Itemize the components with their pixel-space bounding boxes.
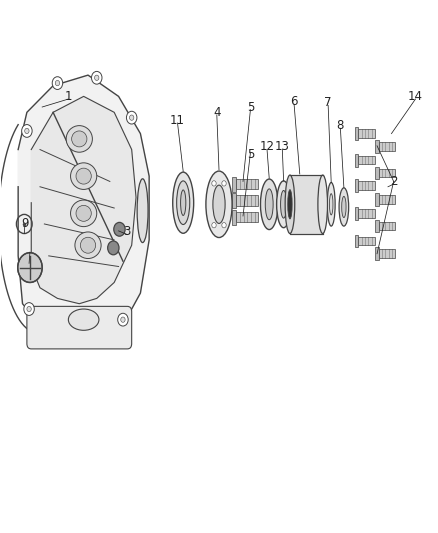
- Ellipse shape: [288, 190, 292, 219]
- Circle shape: [52, 77, 63, 90]
- Ellipse shape: [68, 309, 99, 330]
- Circle shape: [130, 115, 134, 120]
- Circle shape: [24, 303, 34, 316]
- Circle shape: [27, 306, 31, 312]
- FancyBboxPatch shape: [358, 156, 375, 165]
- Text: 10: 10: [21, 260, 36, 273]
- Text: 7: 7: [325, 96, 332, 109]
- FancyBboxPatch shape: [290, 175, 323, 233]
- FancyBboxPatch shape: [375, 247, 379, 260]
- Text: 13: 13: [275, 140, 290, 153]
- Text: 5: 5: [247, 101, 254, 114]
- Text: 8: 8: [337, 119, 344, 132]
- Text: 11: 11: [170, 114, 185, 127]
- Text: 4: 4: [213, 106, 221, 119]
- Ellipse shape: [342, 196, 346, 217]
- FancyBboxPatch shape: [355, 154, 358, 166]
- FancyBboxPatch shape: [379, 142, 396, 151]
- FancyBboxPatch shape: [237, 179, 258, 189]
- FancyBboxPatch shape: [355, 179, 358, 192]
- FancyBboxPatch shape: [237, 212, 258, 222]
- Ellipse shape: [206, 171, 232, 238]
- Ellipse shape: [327, 182, 335, 226]
- Text: 3: 3: [124, 225, 131, 238]
- FancyBboxPatch shape: [375, 220, 379, 232]
- FancyBboxPatch shape: [355, 207, 358, 220]
- Ellipse shape: [213, 185, 225, 223]
- Circle shape: [108, 241, 119, 255]
- Text: 14: 14: [408, 90, 423, 103]
- Ellipse shape: [71, 200, 97, 227]
- FancyBboxPatch shape: [355, 235, 358, 247]
- Text: 9: 9: [21, 217, 28, 230]
- FancyBboxPatch shape: [358, 130, 375, 138]
- FancyBboxPatch shape: [237, 195, 258, 206]
- Ellipse shape: [72, 131, 87, 147]
- Ellipse shape: [318, 175, 328, 233]
- Circle shape: [121, 317, 125, 322]
- Ellipse shape: [339, 188, 349, 226]
- FancyBboxPatch shape: [375, 193, 379, 206]
- Ellipse shape: [180, 190, 186, 215]
- Text: 1: 1: [65, 90, 72, 103]
- Polygon shape: [18, 75, 149, 336]
- FancyBboxPatch shape: [355, 127, 358, 140]
- Text: 5: 5: [247, 148, 254, 161]
- FancyBboxPatch shape: [379, 168, 396, 177]
- FancyBboxPatch shape: [358, 237, 375, 245]
- Ellipse shape: [281, 190, 287, 218]
- FancyBboxPatch shape: [232, 176, 237, 191]
- Circle shape: [118, 313, 128, 326]
- FancyBboxPatch shape: [358, 181, 375, 190]
- Ellipse shape: [173, 172, 194, 233]
- FancyBboxPatch shape: [375, 140, 379, 153]
- Ellipse shape: [329, 193, 333, 215]
- Circle shape: [114, 222, 125, 236]
- Ellipse shape: [277, 181, 290, 228]
- Ellipse shape: [66, 126, 92, 152]
- Ellipse shape: [75, 232, 101, 259]
- Ellipse shape: [76, 168, 91, 184]
- Circle shape: [222, 181, 226, 186]
- Circle shape: [18, 253, 42, 282]
- FancyBboxPatch shape: [379, 249, 396, 258]
- FancyBboxPatch shape: [232, 209, 237, 224]
- Text: 2: 2: [390, 175, 397, 188]
- Ellipse shape: [71, 163, 97, 189]
- Text: 6: 6: [290, 95, 298, 108]
- Circle shape: [212, 223, 216, 228]
- Circle shape: [212, 181, 216, 186]
- Circle shape: [25, 128, 29, 134]
- FancyBboxPatch shape: [27, 306, 132, 349]
- FancyBboxPatch shape: [232, 193, 237, 208]
- FancyBboxPatch shape: [375, 166, 379, 179]
- Circle shape: [95, 75, 99, 80]
- Text: 12: 12: [260, 140, 275, 153]
- Ellipse shape: [265, 189, 273, 220]
- Polygon shape: [31, 96, 136, 304]
- FancyBboxPatch shape: [379, 195, 396, 204]
- Circle shape: [127, 111, 137, 124]
- Ellipse shape: [285, 175, 295, 233]
- Ellipse shape: [76, 205, 91, 221]
- Ellipse shape: [177, 181, 190, 224]
- Ellipse shape: [137, 179, 148, 243]
- Circle shape: [55, 80, 60, 86]
- Circle shape: [222, 223, 226, 228]
- Ellipse shape: [81, 237, 95, 253]
- FancyBboxPatch shape: [379, 222, 396, 230]
- Circle shape: [92, 71, 102, 84]
- Ellipse shape: [261, 179, 278, 230]
- Circle shape: [21, 125, 32, 138]
- FancyBboxPatch shape: [358, 209, 375, 217]
